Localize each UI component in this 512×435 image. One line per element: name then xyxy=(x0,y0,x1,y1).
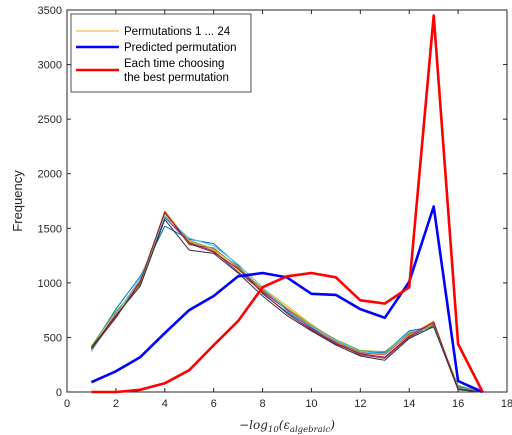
x-tick-label: 12 xyxy=(354,398,366,410)
x-label-open-paren: ( xyxy=(279,418,284,432)
x-tick-label: 8 xyxy=(259,398,265,410)
x-tick-label: 10 xyxy=(305,398,317,410)
x-tick-label: 14 xyxy=(403,398,415,410)
x-tick-label: 4 xyxy=(162,398,168,410)
x-label-epsilon: ε xyxy=(283,418,289,432)
legend-label-predicted: Predicted permutation xyxy=(124,42,237,54)
x-tick-label: 0 xyxy=(64,398,70,410)
y-tick-label: 0 xyxy=(56,387,62,399)
x-tick-label: 6 xyxy=(211,398,217,410)
x-label-log: −log xyxy=(239,418,268,432)
y-tick-label: 2000 xyxy=(38,169,62,181)
x-label-close-paren: ) xyxy=(329,418,335,432)
series-line-permutation-8 xyxy=(91,219,483,393)
x-label-log-base: 10 xyxy=(268,425,279,435)
series-line-permutation-4 xyxy=(91,216,483,393)
legend-label-best-line2: the best permutation xyxy=(124,72,229,84)
x-axis-label: −log10(εalgebraic) xyxy=(239,418,335,435)
series-layer xyxy=(90,14,484,394)
series-line-each-time-choosing-the-best-permutation xyxy=(91,14,484,394)
y-axis-label: Frequency xyxy=(10,170,25,232)
y-tick-label: 1500 xyxy=(38,223,62,235)
series-line-permutation-6 xyxy=(90,215,483,393)
x-tick-label: 18 xyxy=(501,398,512,410)
axis-ticks: 0 2 4 6 8 10 12 14 16 18 0 500 1000 1500 2000 2500 3000 3… xyxy=(38,5,512,410)
legend-label-best-line1: Each time choosing xyxy=(124,58,224,70)
legend-box xyxy=(70,13,252,93)
y-tick-label: 2500 xyxy=(38,114,62,126)
legend-label-permutations: Permutations 1 ... 24 xyxy=(124,26,231,38)
x-label-epsilon-sub: algebraic xyxy=(290,425,331,435)
y-tick-label: 3000 xyxy=(38,60,62,72)
series-line-permutation-7 xyxy=(91,211,483,393)
y-tick-label: 3500 xyxy=(38,5,62,17)
x-tick-label: 2 xyxy=(113,398,119,410)
y-tick-label: 1000 xyxy=(38,278,62,290)
y-tick-label: 500 xyxy=(44,332,62,344)
legend: Permutations 1 ... 24 Predicted permutat… xyxy=(70,13,252,93)
x-tick-label: 16 xyxy=(452,398,464,410)
